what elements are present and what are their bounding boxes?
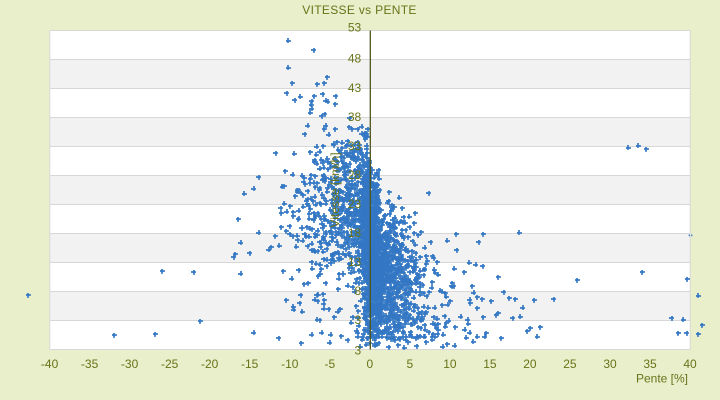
svg-text:-35: -35 (81, 357, 99, 371)
svg-text:-30: -30 (121, 357, 139, 371)
svg-text:-20: -20 (201, 357, 219, 371)
svg-text:53: 53 (348, 21, 362, 35)
svg-text:VITESSE vs PENTE: VITESSE vs PENTE (302, 3, 416, 17)
svg-text:38: 38 (348, 110, 362, 124)
svg-text:33: 33 (348, 139, 362, 153)
svg-text:18: 18 (348, 226, 362, 240)
svg-text:8: 8 (355, 284, 362, 298)
svg-text:43: 43 (348, 81, 362, 95)
svg-text:-40: -40 (41, 357, 59, 371)
svg-text:30: 30 (603, 357, 617, 371)
svg-text:25: 25 (563, 357, 577, 371)
svg-text:35: 35 (643, 357, 657, 371)
svg-text:48: 48 (348, 52, 362, 66)
svg-text:0: 0 (366, 357, 373, 371)
svg-text:10: 10 (443, 357, 457, 371)
svg-text:Pente [%]: Pente [%] (636, 372, 688, 386)
svg-text:3: 3 (355, 313, 362, 327)
svg-text:Vitesse [km/h]: Vitesse [km/h] (328, 152, 342, 227)
svg-text:-5: -5 (324, 357, 335, 371)
svg-text:28: 28 (348, 168, 362, 182)
svg-text:5: 5 (406, 357, 413, 371)
svg-text:13: 13 (348, 255, 362, 269)
svg-text:-15: -15 (241, 357, 259, 371)
svg-text:-25: -25 (161, 357, 179, 371)
svg-text:-10: -10 (281, 357, 299, 371)
svg-text:40: 40 (683, 357, 697, 371)
svg-text:23: 23 (348, 197, 362, 211)
svg-text:3: 3 (355, 343, 362, 357)
svg-text:15: 15 (483, 357, 497, 371)
svg-text:20: 20 (523, 357, 537, 371)
